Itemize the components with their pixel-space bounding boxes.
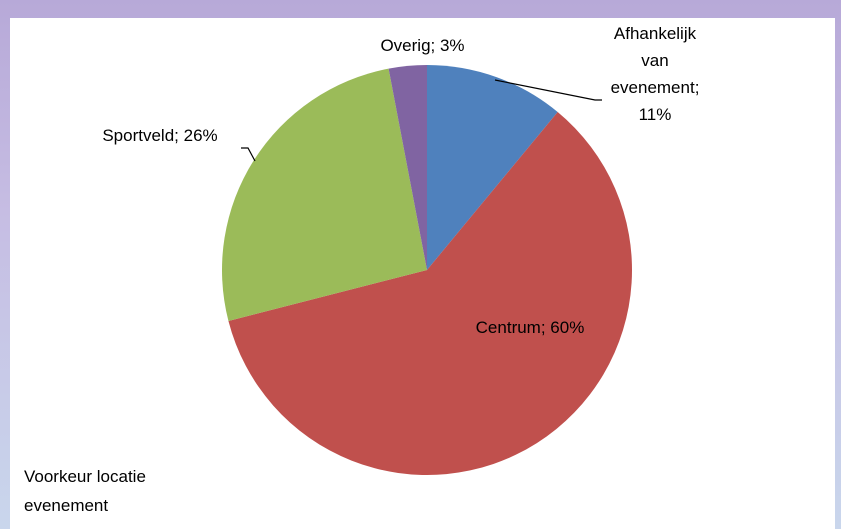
pie-slice	[427, 65, 558, 270]
leader-line	[494, 79, 602, 101]
data-label: Afhankelijk van evenement; 11%	[610, 24, 700, 124]
pie-slice	[222, 68, 427, 321]
data-label: Centrum; 60%	[475, 318, 585, 337]
data-label: Overig; 3%	[380, 36, 465, 55]
chart	[222, 65, 633, 475]
data-label: Sportveld; 26%	[102, 126, 218, 145]
pie-slice	[388, 65, 427, 270]
pie-slice	[228, 112, 633, 475]
leader-line	[241, 147, 256, 162]
chart-area: Voorkeur locatie evenement Afhankelijk v…	[10, 18, 835, 529]
chart-title: Voorkeur locatie evenement	[24, 467, 146, 515]
